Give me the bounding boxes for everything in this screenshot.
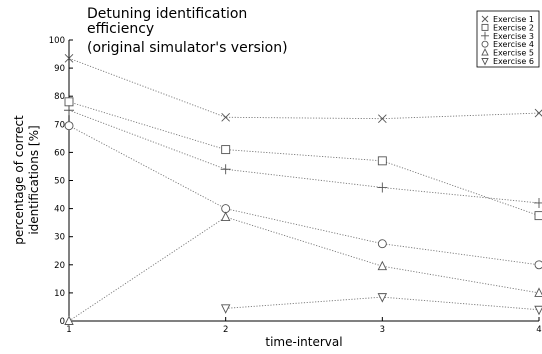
series-1 — [64, 53, 542, 123]
series-group — [64, 53, 542, 325]
data-point-circle — [64, 121, 74, 131]
data-point-circle — [221, 204, 231, 214]
legend-item: Exercise 4 — [481, 40, 534, 49]
data-point-triangle-up — [534, 287, 542, 297]
data-point-square — [64, 97, 74, 107]
series-5 — [64, 211, 542, 325]
legend-label: Exercise 6 — [493, 57, 534, 66]
y-tick-label: 80 — [54, 92, 65, 102]
data-point-triangle-up — [220, 211, 231, 221]
series-line — [68, 125, 540, 266]
data-point-triangle-down — [220, 304, 231, 314]
data-point-plus — [220, 164, 231, 175]
series-6 — [220, 293, 542, 316]
y-tick-label: 50 — [54, 177, 65, 187]
legend-item: Exercise 5 — [481, 48, 534, 58]
y-tick-label: 100 — [49, 36, 65, 46]
y-tick-label: 70 — [54, 120, 65, 130]
series-line — [68, 101, 540, 217]
axes: 0 10 20 30 40 50 60 70 80 90 100 1 2 3 4 — [49, 36, 542, 335]
series-line — [68, 216, 540, 322]
legend-item: Exercise 1 — [481, 15, 534, 24]
y-tick-label: 30 — [54, 233, 65, 243]
data-point-triangle-up — [64, 315, 74, 325]
data-point-triangle-down — [534, 305, 542, 316]
data-point-x — [378, 114, 387, 123]
series-2 — [64, 97, 542, 221]
data-point-triangle-down — [377, 293, 388, 303]
legend-label: Exercise 1 — [493, 15, 534, 24]
data-point-x — [64, 53, 74, 63]
chart-title-line-1: Detuning identification — [87, 6, 247, 22]
legend-marker-x — [481, 15, 489, 23]
series-4 — [64, 121, 542, 270]
legend-marker-plus — [481, 31, 489, 40]
data-point-x — [221, 112, 230, 122]
y-tick-label: 40 — [54, 205, 65, 215]
legend-item: Exercise 6 — [481, 57, 534, 66]
data-point-square — [534, 211, 542, 221]
x-tick-label: 2 — [223, 325, 228, 335]
legend-marker-triangle-up — [481, 48, 489, 56]
x-axis-label: time-interval — [265, 335, 342, 349]
legend-label: Exercise 3 — [493, 32, 534, 41]
y-axis-label-line-2: identifications [%] — [27, 125, 41, 234]
legend-label: Exercise 2 — [493, 23, 534, 32]
legend-item: Exercise 2 — [481, 23, 534, 32]
legend-marker-square — [481, 23, 489, 31]
x-tick-label: 4 — [536, 325, 541, 335]
legend-label: Exercise 5 — [493, 49, 534, 58]
y-tick-label: 0 — [60, 317, 65, 327]
y-tick-label: 60 — [54, 148, 65, 158]
chart-title-line-3: (original simulator's version) — [87, 40, 288, 56]
y-tick-label: 20 — [54, 261, 65, 271]
data-point-plus — [64, 105, 74, 116]
legend-item: Exercise 3 — [481, 32, 534, 41]
data-point-x — [534, 108, 542, 118]
chart-title-line-2: efficiency — [87, 21, 154, 37]
data-point-square — [377, 156, 387, 166]
y-axis-label-line-1: percentage of correct — [12, 115, 26, 245]
y-tick-label: 90 — [54, 64, 65, 74]
x-tick-label: 3 — [380, 325, 385, 335]
legend-label: Exercise 4 — [493, 40, 534, 49]
data-point-circle — [534, 260, 542, 270]
series-line — [68, 109, 540, 204]
series-3 — [64, 105, 542, 208]
data-point-plus — [377, 182, 388, 193]
data-point-circle — [377, 239, 387, 249]
x-tick-label: 1 — [66, 325, 71, 335]
legend-marker-triangle-down — [481, 58, 489, 66]
data-point-square — [221, 145, 231, 155]
series-line — [68, 57, 540, 120]
y-tick-label: 10 — [54, 289, 65, 299]
legend-marker-circle — [481, 40, 489, 48]
data-point-triangle-up — [377, 260, 388, 271]
data-point-plus — [534, 197, 542, 208]
legend-box — [476, 10, 540, 68]
